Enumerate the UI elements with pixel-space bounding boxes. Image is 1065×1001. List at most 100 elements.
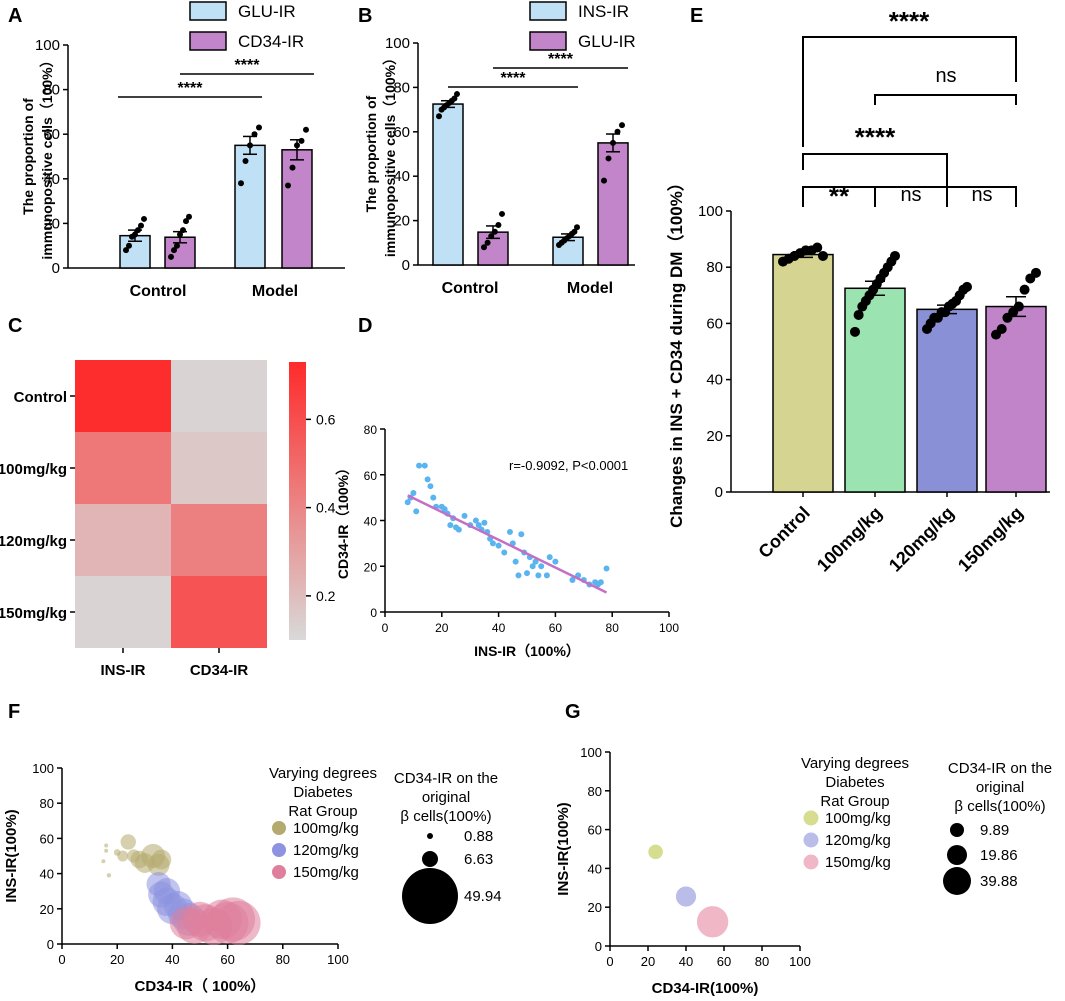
panel-d-data-point <box>524 570 530 577</box>
panel-f-x-tick-label: 40 <box>165 952 179 967</box>
panel-b-significance-label: **** <box>548 51 574 68</box>
panel-g-bubble <box>675 886 697 907</box>
panel-f-y-tick-label: 60 <box>40 831 54 846</box>
panel-a-data-point <box>135 227 141 234</box>
panel-c-heatmap-cell <box>171 432 267 504</box>
panel-a-bar <box>234 144 266 269</box>
panel-f-bubble <box>216 900 261 945</box>
panel-d-y-tick-label: 80 <box>364 423 378 437</box>
panel-d-data-point <box>421 462 428 469</box>
panel-g-legend-label: 150mg/kg <box>825 854 891 871</box>
panel-b-data-point <box>491 228 498 235</box>
panel-a-category-label: Control <box>130 283 187 300</box>
panel-f-x-tick-label: 80 <box>276 952 290 967</box>
panel-b-bar <box>597 142 629 266</box>
panel-f-size-legend-label: 6.63 <box>464 851 493 868</box>
panel-b-data-point <box>574 224 580 231</box>
panel-f-bubble <box>101 859 106 864</box>
panel-d-data-point <box>552 558 559 565</box>
panel-a-significance-label: **** <box>235 57 261 74</box>
panel-a-data-point <box>186 213 192 220</box>
panel-g-y-tick-label: 60 <box>588 823 602 838</box>
panel-a-data-point <box>303 126 309 133</box>
panel-d-data-point <box>472 517 479 524</box>
panel-d-data-point <box>447 522 454 529</box>
panel-e-y-tick-label: 80 <box>706 259 723 276</box>
panel-f-size-legend-label: 49.94 <box>464 888 502 905</box>
panel-d-data-point <box>535 572 542 579</box>
panel-d-data-point <box>546 554 553 561</box>
panel-g-x-tick-label: 0 <box>606 954 613 969</box>
panel-e-data-point <box>1019 284 1030 295</box>
panel-d-data-point <box>424 476 431 483</box>
panel-a-legend-label: GLU-IR <box>238 2 296 21</box>
panel-a-data-point <box>174 242 180 249</box>
panel-a-y-label: The proportion of <box>20 98 36 215</box>
panel-g-legend-title: Rat Group <box>820 793 889 810</box>
panel-c-heatmap: Control 100mg/kg 120mg/kg 150mg/kg INS-IR CD3… <box>0 360 336 679</box>
panel-f-size-legend-marker <box>422 851 438 867</box>
panel-d-data-point <box>569 576 576 583</box>
panel-e-data-point <box>850 326 860 337</box>
panel-f-size-legend-title: β cells(100%) <box>400 808 491 825</box>
panel-a-data-point <box>171 247 177 254</box>
panel-g-legend-title: Varying degrees <box>801 755 909 772</box>
panel-f-legend-marker <box>272 821 286 835</box>
panel-b-y-tick-label: 100 <box>385 35 410 52</box>
panel-c-heatmap-cell <box>75 576 171 648</box>
panel-b-data-point <box>481 244 487 251</box>
panel-d-data-point <box>529 563 536 570</box>
panel-g-legend-marker <box>803 832 819 848</box>
panel-f-legend-marker <box>272 843 286 857</box>
panel-g-legend-title: Diabetes <box>825 774 884 791</box>
panel-b-legend-label: INS-IR <box>578 2 629 21</box>
panel-a-y-tick-label: 20 <box>43 215 60 232</box>
panel-e-significance-label: ** <box>829 181 850 211</box>
panel-b-y-tick-label: 20 <box>393 213 410 230</box>
panel-b-y-tick-label: 60 <box>393 124 410 141</box>
panel-f-y-tick-label: 40 <box>40 867 54 882</box>
panel-b-y-label: The proportion of <box>363 95 379 212</box>
panel-a-category-label: Model <box>252 283 298 300</box>
panel-d-data-point <box>441 506 448 513</box>
panel-g-x-label: CD34-IR(100%) <box>652 980 759 997</box>
panel-f-legend-label: 150mg/kg <box>293 864 359 881</box>
panel-e-bar <box>916 308 978 493</box>
panel-f-legend-marker <box>272 865 286 879</box>
panel-f-size-legend-title: original <box>422 789 470 806</box>
panel-g-y-label: INS-IR(100%) <box>555 802 572 895</box>
panel-d-data-point <box>515 572 522 579</box>
panel-b-category-label: Model <box>567 280 613 297</box>
panel-f-bubble <box>106 873 112 878</box>
panel-a-data-point <box>285 182 291 189</box>
panel-b-legend-swatch <box>529 31 567 51</box>
panel-e-bar <box>772 253 834 493</box>
panel-a-y-label: immunopositive cells（100%） <box>39 53 55 259</box>
panel-a-legend-swatch <box>189 31 227 51</box>
panel-f-x-tick-label: 100 <box>327 952 349 967</box>
panel-e-significance-bracket <box>946 186 1017 207</box>
panel-d-data-point <box>532 558 539 565</box>
panel-f-y-label: INS-IR(100%) <box>3 809 20 902</box>
panel-d-data-point <box>603 565 610 572</box>
panel-e-y-tick-label: 60 <box>706 315 723 332</box>
panel-f-legend-title: Varying degrees <box>269 765 377 782</box>
panel-g-y-tick-label: 40 <box>588 861 602 876</box>
panel-c-column-label: CD34-IR <box>190 662 249 679</box>
panel-f-x-tick-label: 0 <box>58 952 65 967</box>
panel-letter-g: G <box>565 701 581 723</box>
panel-letter-c: C <box>8 315 22 337</box>
panel-d-data-point <box>416 462 423 469</box>
panel-d-data-point <box>489 540 496 547</box>
panel-d-data-point <box>410 490 417 497</box>
panel-a-y-tick-label: 0 <box>52 260 60 277</box>
panel-b-bar-chart: 0 20 40 60 80 100 The proportion of immunoposit… <box>363 1 636 297</box>
panel-a-data-point <box>177 231 183 238</box>
panel-a-data-point <box>289 164 296 171</box>
panel-e-data-point <box>996 324 1007 335</box>
panel-g-x-tick-label: 20 <box>641 954 655 969</box>
panel-d-data-point <box>506 528 513 535</box>
panel-g-legend-label: 100mg/kg <box>825 810 891 827</box>
panel-g-size-legend-marker <box>950 823 964 837</box>
